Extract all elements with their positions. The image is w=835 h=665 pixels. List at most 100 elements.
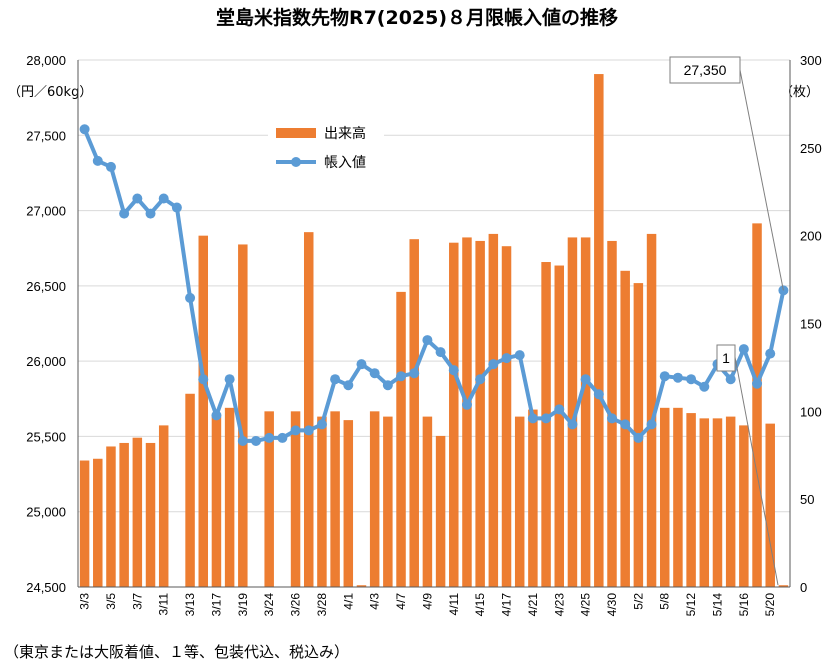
volume-bar bbox=[119, 442, 129, 587]
settlement-point bbox=[303, 425, 314, 436]
volume-bar bbox=[330, 411, 340, 587]
settlement-point bbox=[567, 419, 578, 430]
settlement-point bbox=[686, 374, 697, 385]
x-axis-ticks: 3/3 3/5 3/7 3/11 3/13 3/17 3/19 3/24 3/26 3/28 4/1… bbox=[78, 593, 778, 617]
volume-bar bbox=[541, 262, 551, 587]
left-tick-label: 25,000 bbox=[26, 505, 66, 520]
settlement-point bbox=[264, 432, 275, 443]
x-tick-label: 4/17 bbox=[500, 593, 514, 617]
volume-bar bbox=[290, 411, 301, 587]
left-axis-unit: （円／60kg） bbox=[8, 85, 92, 100]
x-tick-label: 5/2 bbox=[631, 593, 645, 610]
volume-bar bbox=[409, 239, 419, 587]
right-tick-label: 200 bbox=[800, 229, 822, 244]
volume-bar bbox=[317, 416, 327, 587]
settlement-point bbox=[633, 432, 644, 443]
volume-bar bbox=[765, 423, 775, 587]
left-tick-label: 27,500 bbox=[26, 128, 66, 143]
x-tick-label: 5/14 bbox=[710, 593, 724, 617]
volume-bar bbox=[528, 409, 538, 587]
volume-bar bbox=[224, 407, 235, 587]
settlement-point bbox=[488, 359, 499, 370]
settlement-point bbox=[171, 202, 182, 213]
settlement-point bbox=[251, 435, 261, 446]
settlement-point bbox=[593, 389, 604, 400]
legend-swatch-volume bbox=[276, 128, 316, 138]
x-tick-label: 4/21 bbox=[526, 593, 540, 617]
settlement-point bbox=[699, 381, 710, 392]
volume-bar bbox=[712, 418, 723, 587]
x-tick-label: 4/1 bbox=[341, 593, 355, 610]
settlement-point bbox=[396, 371, 407, 382]
settlement-point bbox=[580, 374, 591, 385]
x-tick-label: 3/19 bbox=[236, 593, 250, 617]
settlement-point bbox=[527, 413, 538, 424]
chart-title: 堂島米指数先物R7(2025)８月限帳入値の推移 bbox=[216, 6, 618, 29]
volume-bar bbox=[303, 232, 314, 588]
settlement-point bbox=[158, 193, 169, 204]
x-tick-label: 4/3 bbox=[368, 593, 382, 610]
x-tick-label: 3/7 bbox=[130, 593, 144, 610]
left-tick-label: 25,500 bbox=[26, 429, 66, 444]
volume-bar bbox=[185, 393, 195, 587]
right-tick-label: 50 bbox=[800, 492, 814, 507]
right-tick-label: 100 bbox=[800, 404, 822, 419]
right-axis-ticks: 0 50 100 150 200 250 300 bbox=[800, 53, 822, 595]
volume-bar bbox=[383, 416, 393, 587]
settlement-point bbox=[725, 374, 736, 385]
x-tick-label: 5/12 bbox=[684, 593, 698, 617]
settlement-point bbox=[514, 350, 525, 361]
volume-bar bbox=[725, 416, 736, 587]
left-tick-label: 26,500 bbox=[26, 279, 66, 294]
settlement-point bbox=[356, 359, 367, 370]
legend-marker bbox=[291, 157, 301, 167]
volume-bar bbox=[132, 437, 143, 587]
legend: 出来高 帳入値 bbox=[268, 118, 384, 178]
settlement-point bbox=[409, 368, 420, 379]
settlement-point bbox=[461, 399, 472, 410]
settlement-point bbox=[501, 353, 512, 364]
settlement-point bbox=[607, 413, 617, 424]
settlement-line bbox=[79, 124, 789, 446]
settlement-point bbox=[290, 425, 301, 436]
settlement-point bbox=[224, 374, 235, 385]
x-tick-label: 3/24 bbox=[262, 593, 276, 617]
x-tick-label: 4/11 bbox=[447, 593, 461, 616]
footnote: （東京または大阪着値、１等、包装代込、税込み） bbox=[4, 643, 349, 661]
settlement-point bbox=[105, 161, 116, 172]
x-tick-label: 4/15 bbox=[473, 593, 487, 617]
x-tick-label: 4/7 bbox=[394, 593, 408, 610]
settlement-point bbox=[448, 365, 459, 376]
x-tick-label: 4/23 bbox=[552, 593, 566, 617]
x-tick-label: 4/30 bbox=[605, 593, 619, 617]
settlement-point bbox=[211, 410, 222, 421]
settlement-point bbox=[185, 292, 196, 303]
x-tick-label: 3/26 bbox=[289, 593, 303, 617]
volume-bar bbox=[554, 265, 565, 587]
volume-bar bbox=[158, 425, 169, 587]
callout-box-price bbox=[669, 56, 741, 84]
x-tick-label: 3/11 bbox=[157, 593, 171, 616]
volume-bar bbox=[778, 585, 789, 587]
volume-bar bbox=[435, 435, 446, 587]
callout-box-volume bbox=[716, 344, 736, 372]
settlement-point bbox=[646, 419, 657, 430]
settlement-point bbox=[382, 380, 393, 391]
callout-leader-price bbox=[739, 69, 784, 291]
volume-bar bbox=[238, 244, 248, 587]
legend-label-volume: 出来高 bbox=[324, 125, 366, 142]
volume-bar bbox=[567, 237, 578, 587]
settlement-point bbox=[659, 371, 670, 382]
settlement-point bbox=[198, 374, 209, 385]
volume-bar bbox=[422, 416, 433, 587]
settlement-point bbox=[145, 208, 156, 219]
volume-bar bbox=[752, 223, 762, 587]
settlement-point bbox=[541, 413, 552, 424]
settlement-point bbox=[330, 374, 341, 385]
volume-bar bbox=[106, 446, 116, 587]
left-tick-label: 27,000 bbox=[26, 204, 66, 219]
settlement-point bbox=[369, 368, 380, 379]
x-tick-label: 4/25 bbox=[579, 593, 593, 617]
left-tick-label: 24,500 bbox=[26, 580, 66, 595]
